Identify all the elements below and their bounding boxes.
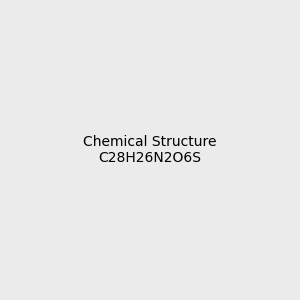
Text: Chemical Structure
C28H26N2O6S: Chemical Structure C28H26N2O6S bbox=[83, 135, 217, 165]
